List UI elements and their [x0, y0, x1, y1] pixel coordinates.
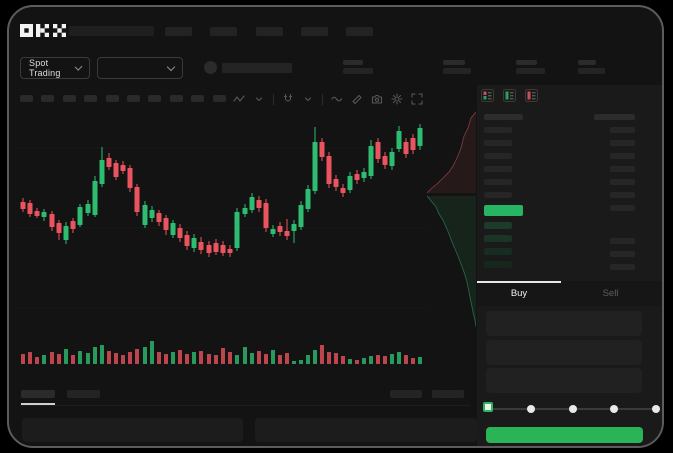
- orderbook-asks-icon[interactable]: [525, 89, 538, 102]
- orderbook-row-skeleton: [484, 166, 512, 172]
- ruler-icon[interactable]: [351, 93, 363, 105]
- ticker-stat-label-skeleton: [578, 60, 596, 65]
- ticker-stat-value-skeleton: [578, 68, 605, 74]
- orderbook-row-skeleton: [484, 140, 512, 146]
- nav-item-skeleton[interactable]: [301, 27, 328, 36]
- timeframe-pill-skeleton[interactable]: [84, 95, 97, 102]
- orderbook-trade-panel: Buy Sell: [477, 85, 662, 446]
- orderbook-row-skeleton: [610, 205, 635, 211]
- timeframe-pill-skeleton[interactable]: [127, 95, 140, 102]
- toolbar-divider: [322, 93, 323, 105]
- nav-item-skeleton[interactable]: [256, 27, 283, 36]
- orderbook-bids-icon[interactable]: [503, 89, 516, 102]
- chevron-down-icon[interactable]: [253, 93, 265, 105]
- timeframe-pill-skeleton[interactable]: [20, 95, 33, 102]
- ticker-stat-label-skeleton: [343, 60, 363, 65]
- orderbook-row-skeleton: [610, 238, 635, 244]
- ticker-stat-label-skeleton: [443, 60, 465, 65]
- orderbook-header-skeleton: [484, 114, 523, 120]
- magnet-icon[interactable]: [282, 93, 294, 105]
- toolbar-divider: [273, 93, 274, 105]
- depth-chart: [427, 111, 476, 328]
- zigzag-icon[interactable]: [233, 93, 245, 105]
- chevron-down-icon[interactable]: [302, 93, 314, 105]
- pair-name-skeleton: [222, 63, 292, 73]
- bottom-divider: [20, 405, 470, 406]
- camera-icon[interactable]: [371, 93, 383, 105]
- orderbook-row-skeleton: [610, 153, 635, 159]
- active-tab-underline: [21, 403, 55, 405]
- timeframe-pill-skeleton[interactable]: [213, 95, 226, 102]
- orderbook-row-skeleton: [484, 179, 512, 185]
- slider-step-dot[interactable]: [526, 405, 535, 413]
- orderbook-header-skeleton: [594, 114, 635, 120]
- buy-submit-button[interactable]: [486, 427, 643, 443]
- orderbook-combined-icon[interactable]: [481, 89, 494, 102]
- orderbook-row-skeleton: [610, 251, 635, 257]
- chart-tools: [233, 92, 423, 106]
- timeframe-pill-skeleton[interactable]: [41, 95, 54, 102]
- market-type-label: Spot Trading: [29, 58, 61, 78]
- slider-step-dot[interactable]: [568, 405, 577, 413]
- timeframe-pill-skeleton[interactable]: [106, 95, 119, 102]
- orderbook-row-skeleton: [610, 192, 635, 198]
- trade-input-skeleton[interactable]: [486, 368, 642, 393]
- timeframe-pill-skeleton[interactable]: [63, 95, 76, 102]
- bottom-tab-skeleton[interactable]: [21, 390, 55, 398]
- orderbook-row-skeleton: [610, 179, 635, 185]
- last-price-bar: [484, 205, 523, 216]
- search-bar-skeleton[interactable]: [69, 26, 154, 36]
- orderbook-row-skeleton: [610, 127, 635, 133]
- coin-avatar: [204, 61, 217, 74]
- orderbook-mode-switch: [481, 89, 538, 102]
- orderbook-row-skeleton: [610, 264, 635, 270]
- device-frame: Spot Trading: [7, 5, 664, 448]
- fullscreen-icon[interactable]: [411, 93, 423, 105]
- orderbook-bid-row-skeleton: [484, 235, 512, 242]
- orderbook-row-skeleton: [610, 166, 635, 172]
- orderbook-bid-row-skeleton: [484, 261, 512, 268]
- timeframe-pill-skeleton[interactable]: [148, 95, 161, 102]
- bottom-action-skeleton[interactable]: [432, 390, 464, 398]
- gear-icon[interactable]: [391, 93, 403, 105]
- slider-step-dot[interactable]: [610, 405, 619, 413]
- tab-sell[interactable]: Sell: [602, 288, 619, 299]
- bottom-panel-skeleton: [22, 418, 243, 442]
- orderbook-row-skeleton: [484, 127, 512, 133]
- bottom-panel-skeleton: [255, 418, 477, 442]
- ticker-stat-label-skeleton: [516, 60, 537, 65]
- trade-input-skeleton[interactable]: [486, 340, 642, 365]
- timeframe-pill-skeleton[interactable]: [170, 95, 183, 102]
- nav-item-skeleton[interactable]: [346, 27, 373, 36]
- pair-selector[interactable]: [97, 57, 183, 79]
- timeframe-pill-skeleton[interactable]: [191, 95, 204, 102]
- bottom-action-skeleton[interactable]: [390, 390, 422, 398]
- active-tab-indicator: [477, 281, 561, 283]
- slider-step-dot[interactable]: [652, 405, 660, 413]
- nav-item-skeleton[interactable]: [165, 27, 192, 36]
- orderbook-row-skeleton: [484, 192, 512, 198]
- orderbook-bid-row-skeleton: [484, 222, 512, 229]
- tab-buy[interactable]: Buy: [510, 288, 528, 299]
- orderbook-row-skeleton: [484, 153, 512, 159]
- orderbook-row-skeleton: [610, 140, 635, 146]
- bottom-tab-skeleton[interactable]: [67, 390, 100, 398]
- nav-item-skeleton[interactable]: [210, 27, 237, 36]
- market-type-selector[interactable]: Spot Trading: [20, 57, 90, 79]
- orderbook-bid-row-skeleton: [484, 248, 512, 255]
- candlestick-chart[interactable]: [18, 108, 426, 370]
- ticker-stat-value-skeleton: [343, 68, 373, 74]
- trade-input-skeleton[interactable]: [486, 311, 642, 336]
- amount-slider-handle[interactable]: [483, 402, 493, 412]
- chevron-down-icon: [166, 62, 176, 71]
- okx-logo: [20, 24, 66, 37]
- ticker-stat-value-skeleton: [443, 68, 471, 74]
- trade-tabs: Buy Sell: [477, 281, 662, 306]
- wave-icon[interactable]: [331, 93, 343, 105]
- ticker-stat-value-skeleton: [516, 68, 545, 74]
